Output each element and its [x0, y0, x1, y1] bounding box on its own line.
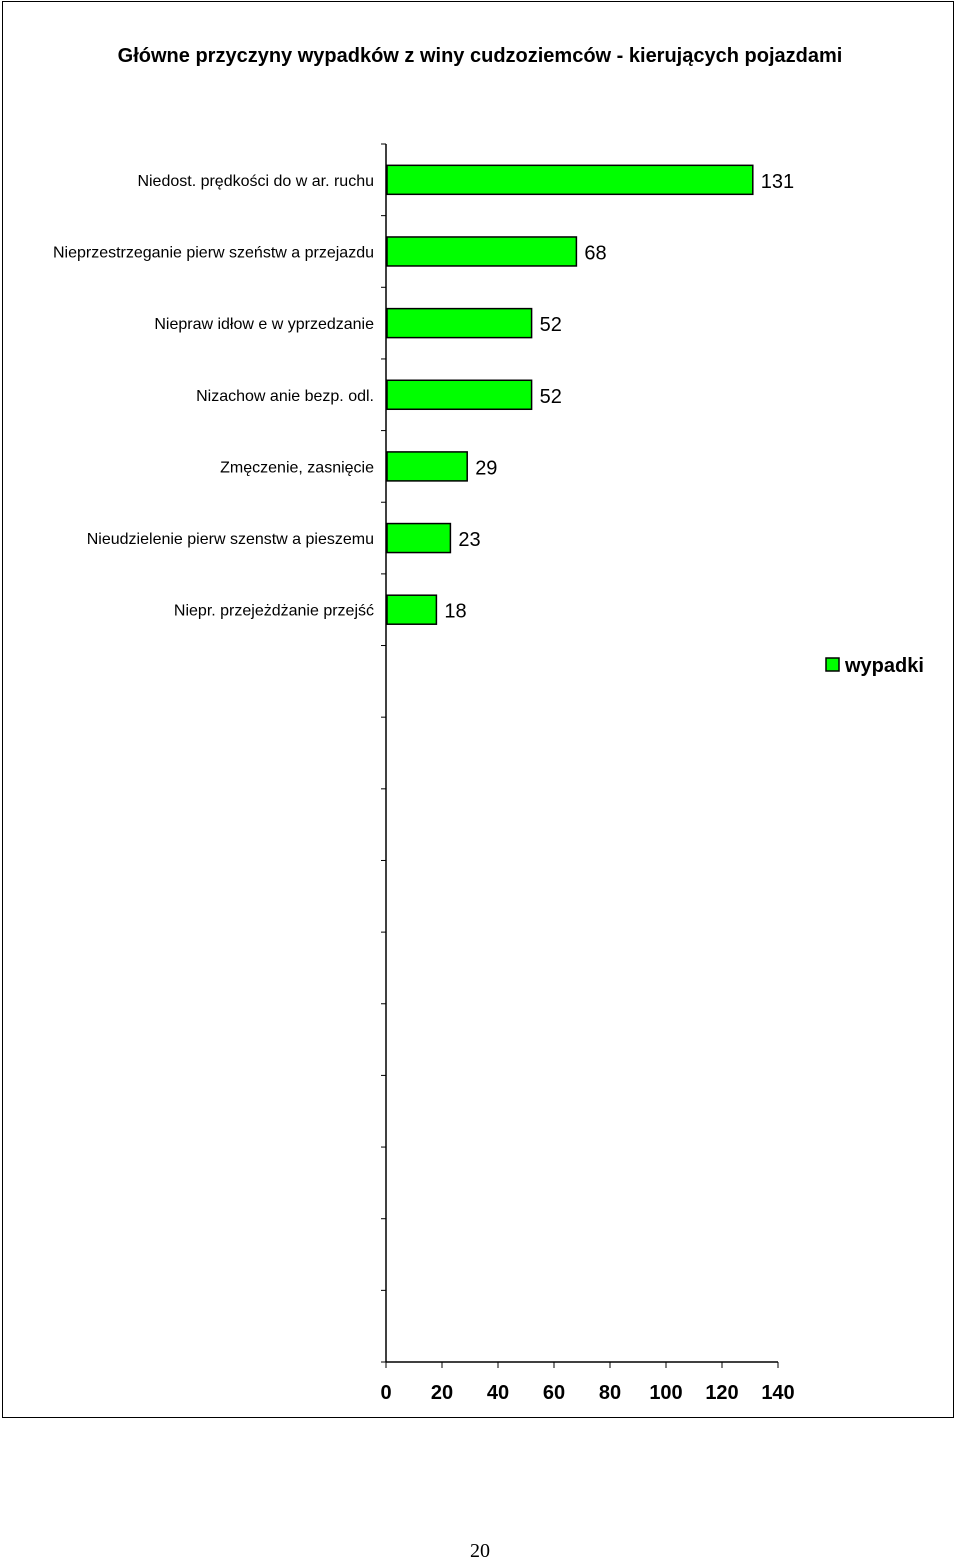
- data-label: 131: [761, 171, 794, 193]
- x-tick-label: 0: [380, 1382, 391, 1404]
- category-label: Zmęczenie, zasnięcie: [220, 459, 374, 476]
- data-label: 52: [540, 386, 562, 408]
- category-label: Niedost. prędkości do w ar. ruchu: [137, 173, 374, 190]
- data-label: 23: [458, 529, 480, 551]
- bar: [386, 522, 452, 554]
- x-tick-label: 40: [487, 1382, 509, 1404]
- plot-area: 0 20 40 60 80 100 120 140 Niedost. prędkości do …: [53, 143, 924, 1404]
- category-label: Niepr. przejeżdżanie przejść: [174, 603, 374, 620]
- x-tick-label: 20: [431, 1382, 453, 1404]
- bar: [386, 236, 578, 267]
- data-label: 68: [584, 242, 606, 264]
- x-tick-label: 100: [649, 1382, 682, 1404]
- chart-title: Główne przyczyny wypadków z winy cudzozi…: [117, 45, 843, 67]
- bar-chart: 0 20 40 60 80 100 120 140 Niedost. prędkości do …: [53, 143, 924, 1404]
- legend-swatch: [825, 657, 840, 672]
- data-label: 29: [475, 457, 497, 479]
- x-tick-label: 140: [761, 1382, 794, 1404]
- bar: [386, 451, 468, 482]
- category-label: Nieprzestrzeganie pierw szeństw a przeja…: [53, 244, 374, 261]
- bar: [386, 164, 754, 196]
- data-label: 52: [540, 314, 562, 336]
- page-number: 20: [470, 1540, 490, 1562]
- bar: [386, 594, 438, 625]
- x-tick-label: 120: [705, 1382, 738, 1404]
- bar: [386, 379, 533, 411]
- legend-label: wypadki: [844, 655, 924, 677]
- category-label: Niepraw idłow e w yprzedzanie: [154, 316, 374, 333]
- category-label: Nieudzielenie pierw szenstw a pieszemu: [87, 531, 374, 548]
- data-label: 18: [444, 601, 466, 623]
- bar: [386, 307, 533, 339]
- category-label: Nizachow anie bezp. odl.: [196, 388, 374, 405]
- x-tick-label: 60: [543, 1382, 565, 1404]
- x-tick-label: 80: [599, 1382, 621, 1404]
